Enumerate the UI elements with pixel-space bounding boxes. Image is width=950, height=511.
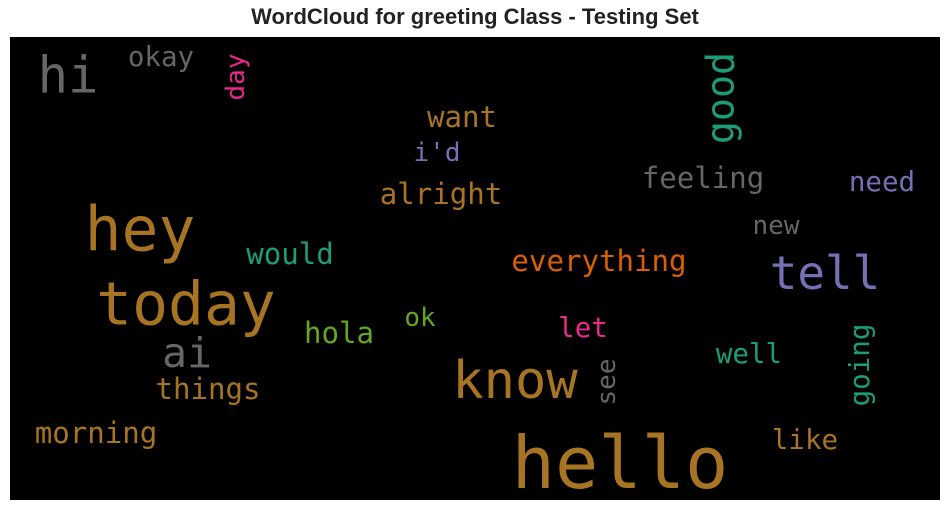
word-hi: hi [38,46,99,105]
word-hello: hello [512,421,729,500]
word-morning: morning [35,416,158,450]
word-everything: everything [511,244,686,278]
word-ai: ai [162,329,212,377]
word-well: well [716,338,782,370]
word-new: new [753,211,800,241]
word-okay: okay [128,41,194,73]
word-let: let [558,312,608,344]
word-know: know [452,351,578,411]
word-tell: tell [770,246,881,300]
word-ok: ok [404,303,436,333]
word-going: going [844,324,876,407]
wordcloud-canvas: hello hey today know hi tell ai good everything f… [10,37,940,500]
word-id: i'd [414,138,461,168]
word-good: good [699,52,744,144]
word-like: like [772,424,838,456]
word-things: things [155,372,260,406]
word-today: today [96,271,276,340]
word-feeling: feeling [642,161,765,195]
word-day: day [221,54,251,101]
word-see: see [592,359,622,406]
word-alright: alright [380,177,503,211]
chart-title: WordCloud for greeting Class - Testing S… [251,4,699,29]
word-want: want [427,100,497,134]
word-hey: hey [85,195,196,266]
word-hola: hola [304,316,374,350]
word-would: would [246,237,334,271]
word-need: need [849,166,915,198]
